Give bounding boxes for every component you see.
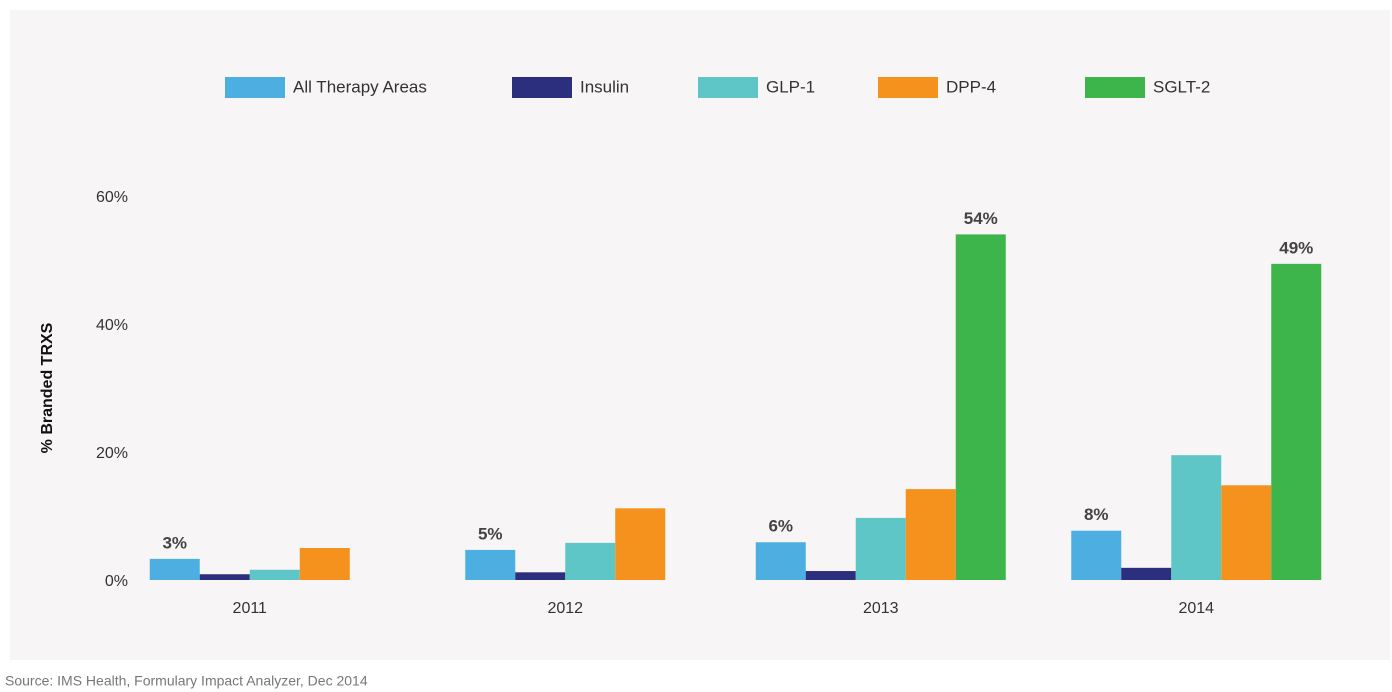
bar	[805, 571, 856, 580]
y-tick-label: 0%	[105, 573, 128, 590]
x-tick-label: 2014	[1178, 600, 1214, 617]
x-tick-label: 2011	[233, 600, 268, 617]
bar	[855, 517, 906, 580]
y-tick-label: 60%	[96, 189, 128, 206]
legend-label: GLP-1	[766, 77, 815, 96]
legend-label: DPP-4	[946, 77, 996, 96]
bar	[565, 542, 616, 580]
bar	[755, 542, 806, 580]
y-tick-label: 20%	[96, 445, 128, 462]
y-axis-label: % Branded TRXS	[39, 322, 56, 453]
legend-swatch	[698, 77, 758, 98]
bar	[249, 569, 300, 580]
bar	[515, 572, 566, 580]
value-label: 54%	[964, 209, 998, 228]
value-label: 5%	[478, 524, 503, 543]
legend-label: Insulin	[580, 77, 629, 96]
value-label: 6%	[768, 517, 793, 536]
x-tick-label: 2012	[547, 600, 583, 617]
value-label: 3%	[162, 533, 187, 552]
x-tick-label: 2013	[863, 600, 899, 617]
value-label: 8%	[1084, 505, 1109, 524]
bar	[299, 548, 350, 580]
legend-label: SGLT-2	[1153, 77, 1210, 96]
value-label: 49%	[1279, 238, 1313, 257]
bar	[615, 508, 666, 580]
bar	[1071, 530, 1122, 580]
bar	[905, 489, 956, 580]
bar	[1121, 567, 1172, 580]
y-tick-label: 40%	[96, 317, 128, 334]
bar	[465, 549, 516, 580]
legend-swatch	[1085, 77, 1145, 98]
bar	[1221, 485, 1272, 580]
legend-swatch	[878, 77, 938, 98]
legend-swatch	[225, 77, 285, 98]
legend-label: All Therapy Areas	[293, 77, 427, 96]
bar	[199, 574, 250, 580]
bar	[1171, 455, 1222, 580]
bar	[149, 558, 200, 580]
legend-swatch	[512, 77, 572, 98]
bar	[955, 234, 1006, 580]
chart-bg	[10, 10, 1390, 660]
source-note: Source: IMS Health, Formulary Impact Ana…	[5, 673, 368, 689]
bar	[1271, 263, 1322, 580]
